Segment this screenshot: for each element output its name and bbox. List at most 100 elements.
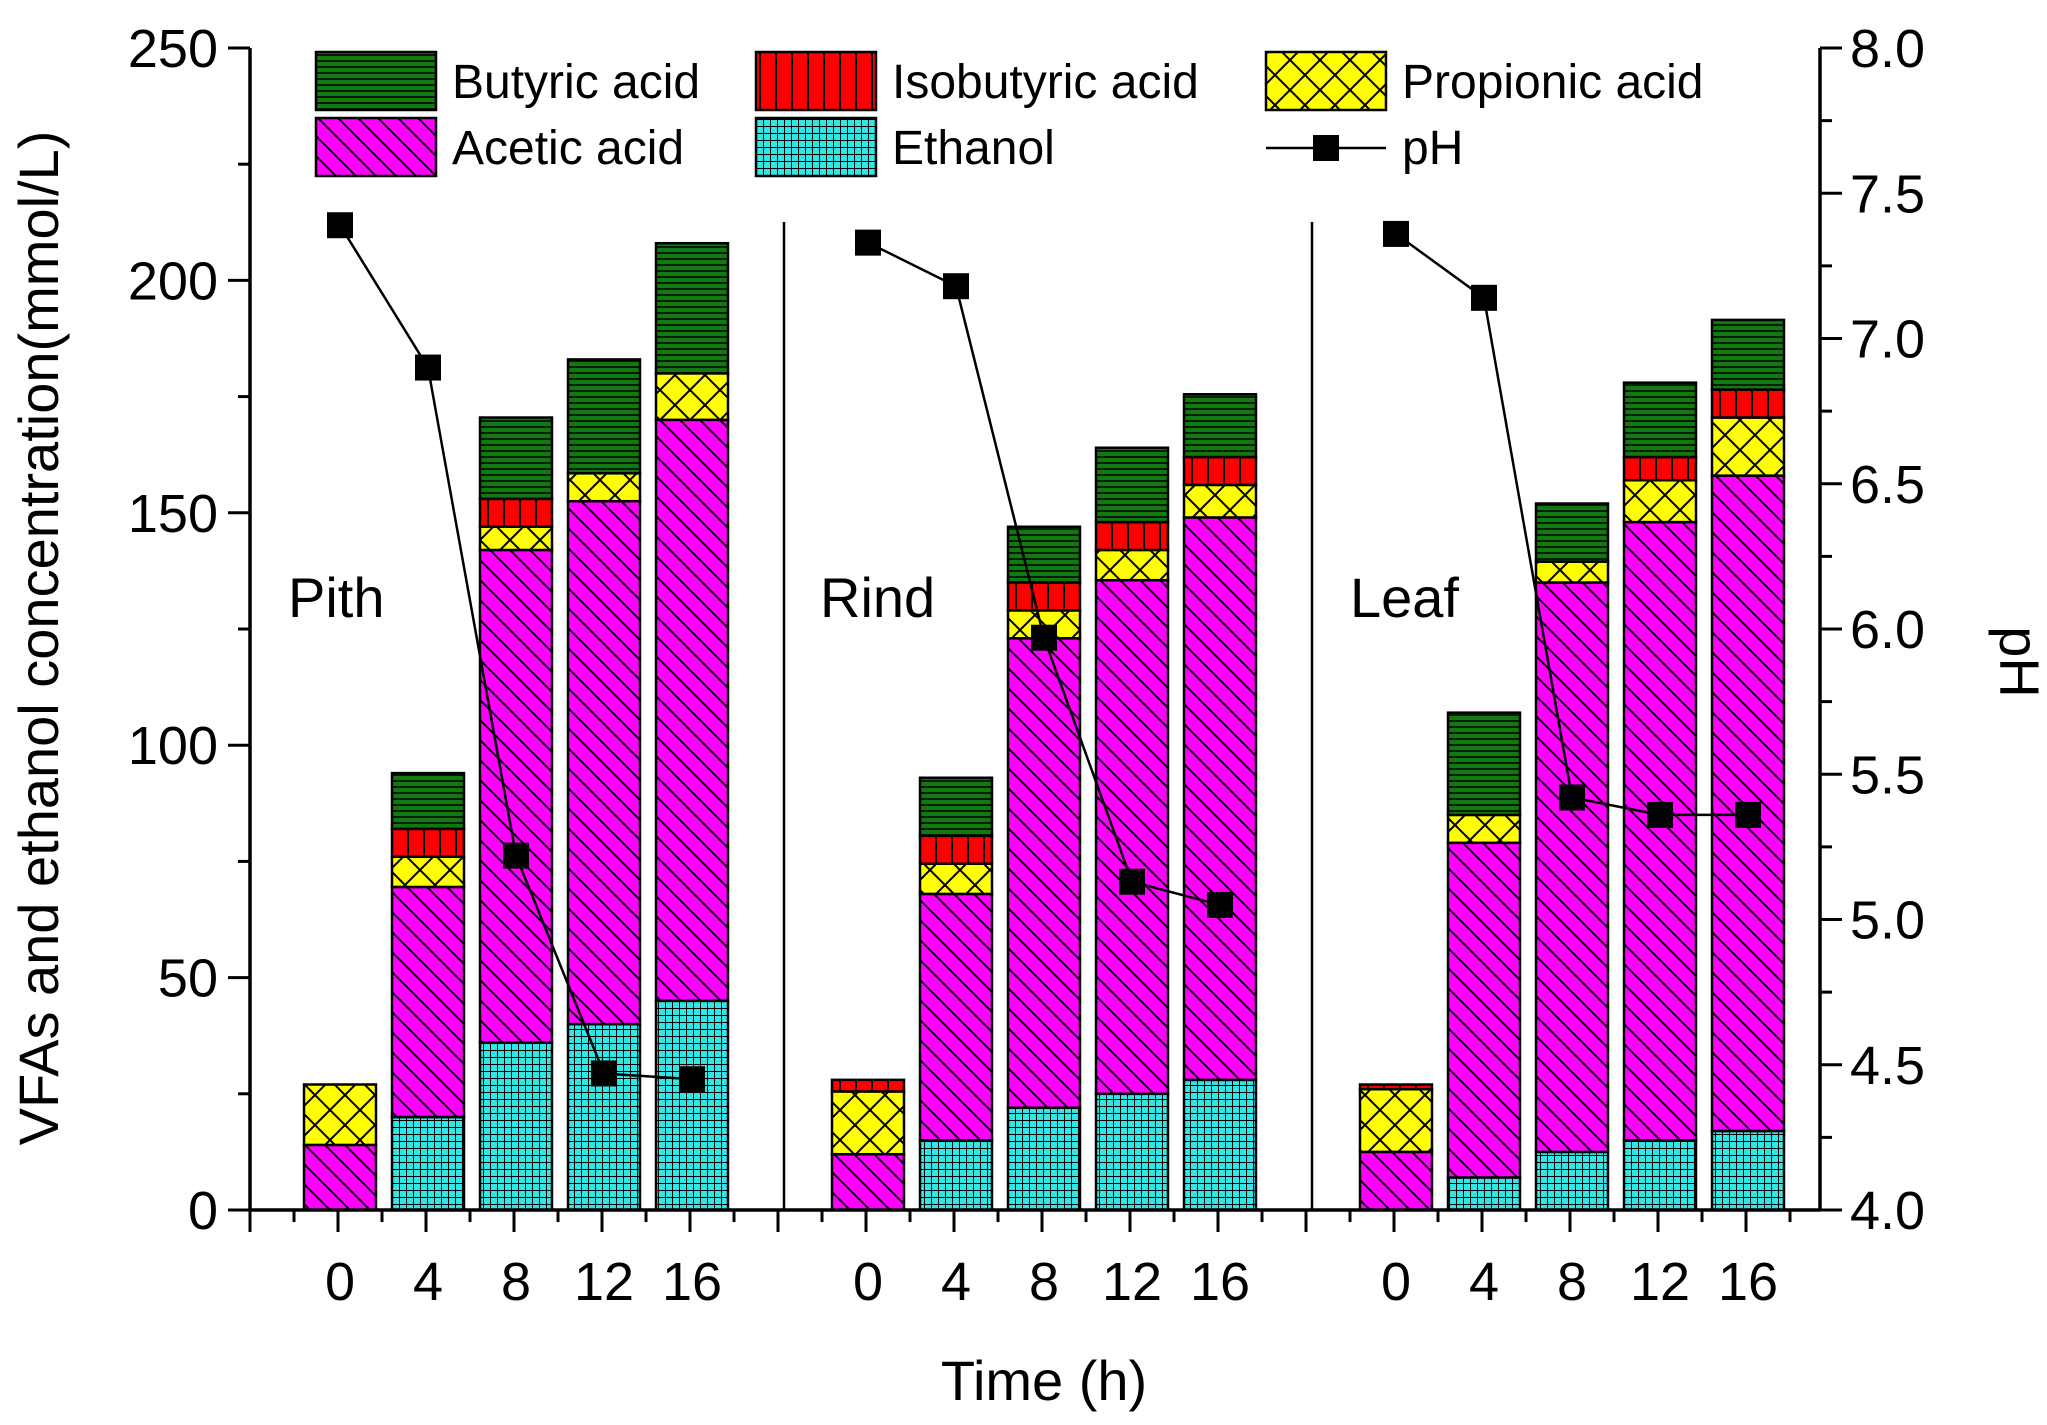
bar-leaf-16h-butyric-acid: [1710, 318, 1786, 391]
bar-rind-16h-ethanol: [1182, 1078, 1258, 1212]
x-tick-label-rind-4: 4: [941, 1252, 971, 1312]
x-tick-label-pith-4: 4: [413, 1252, 443, 1312]
bar-pith-16h-acetic-acid: [654, 418, 730, 1003]
y-tick-label-150: 150: [128, 484, 218, 544]
y-tick-label-200: 200: [128, 251, 218, 311]
x-tick-label-pith-16: 16: [662, 1252, 722, 1312]
legend: Butyric acid Isobutyric acid Propionic aci…: [314, 50, 1704, 178]
bar-pith-12h-butyric-acid: [566, 358, 642, 475]
bar-rind-4h-butyric-acid: [918, 776, 994, 838]
x-tick-label-leaf-12: 12: [1630, 1252, 1690, 1312]
bar-pith-12h-propionic-acid: [566, 472, 642, 503]
legend-swatch-ethanol: [754, 116, 878, 178]
bar-pith-8h-ethanol: [478, 1041, 554, 1212]
bar-pith-16h-propionic-acid: [654, 372, 730, 422]
x-tick-label-leaf-0: 0: [1381, 1252, 1411, 1312]
x-tick-label-pith-12: 12: [574, 1252, 634, 1312]
group-label-rind: Rind: [820, 566, 935, 629]
bar-leaf-0h-acetic-acid: [1358, 1150, 1434, 1212]
ph-point-leaf-12h: [1647, 801, 1673, 828]
legend-swatch-isobutyric-acid: [754, 50, 878, 112]
ph-series: [327, 212, 1761, 1093]
y2-tick-label-5.5: 5.5: [1850, 745, 1925, 805]
legend-swatch-propionic-acid: [1264, 50, 1388, 112]
legend-swatch-acetic-acid: [314, 116, 438, 178]
y2-tick-label-6.0: 6.0: [1850, 600, 1925, 660]
bar-rind-4h-isobutyric-acid: [918, 834, 994, 865]
bar-leaf-8h-propionic-acid: [1534, 560, 1610, 584]
legend-label-isobutyric-acid: Isobutyric acid: [892, 56, 1199, 109]
y2-tick-label-7.5: 7.5: [1850, 164, 1925, 224]
bar-leaf-16h-ethanol: [1710, 1129, 1786, 1212]
x-axis-title: Time (h): [941, 1349, 1147, 1412]
ph-point-pith-8h: [503, 842, 529, 869]
bar-leaf-4h-propionic-acid: [1446, 813, 1522, 845]
bar-leaf-12h-ethanol: [1622, 1139, 1698, 1212]
bars-layer: [302, 241, 1786, 1212]
ph-point-rind-12h: [1119, 868, 1145, 895]
bar-rind-8h-butyric-acid: [1006, 525, 1082, 584]
x-tick-label-rind-0: 0: [853, 1252, 883, 1312]
y2-tick-label-7.0: 7.0: [1850, 310, 1925, 370]
x-tick-label-pith-0: 0: [325, 1252, 355, 1312]
bar-pith-8h-butyric-acid: [478, 416, 554, 501]
bar-leaf-4h-butyric-acid: [1446, 711, 1522, 817]
ph-point-pith-16h: [679, 1066, 705, 1093]
bar-rind-12h-ethanol: [1094, 1092, 1170, 1212]
ph-point-rind-16h: [1207, 891, 1233, 918]
group-label-leaf: Leaf: [1350, 566, 1459, 629]
bar-pith-4h-ethanol: [390, 1115, 466, 1212]
bar-rind-4h-ethanol: [918, 1139, 994, 1212]
group-separators: [782, 222, 1314, 1210]
y2-tick-label-5.0: 5.0: [1850, 891, 1925, 951]
bar-pith-16h-ethanol: [654, 999, 730, 1212]
bar-leaf-12h-butyric-acid: [1622, 381, 1698, 459]
bar-pith-0h-propionic-acid: [302, 1083, 378, 1147]
y-tick-label-0: 0: [188, 1181, 218, 1241]
legend-label-ethanol: Ethanol: [892, 122, 1055, 175]
bar-pith-4h-propionic-acid: [390, 855, 466, 889]
legend-label-propionic-acid: Propionic acid: [1402, 56, 1704, 109]
ph-point-pith-4h: [415, 354, 441, 381]
bar-leaf-12h-acetic-acid: [1622, 520, 1698, 1142]
x-tick-label-leaf-16: 16: [1718, 1252, 1778, 1312]
bar-pith-8h-acetic-acid: [478, 548, 554, 1044]
bar-leaf-0h-isobutyric-acid: [1358, 1083, 1434, 1091]
bar-leaf-16h-isobutyric-acid: [1710, 388, 1786, 419]
bar-leaf-8h-butyric-acid: [1534, 502, 1610, 563]
ph-point-leaf-4h: [1471, 284, 1497, 311]
axes: 0 50 100 150 200 250 4.0 4.5 5.0 5.5 6.0 6.5 7.0 7.5 8…: [128, 19, 1925, 1312]
x-tick-label-rind-16: 16: [1190, 1252, 1250, 1312]
ph-point-leaf-0h: [1383, 220, 1409, 247]
bar-rind-12h-butyric-acid: [1094, 446, 1170, 524]
legend-label-ph: pH: [1402, 122, 1463, 175]
y2-tick-label-6.5: 6.5: [1850, 455, 1925, 515]
bar-leaf-4h-ethanol: [1446, 1176, 1522, 1212]
bar-rind-4h-acetic-acid: [918, 892, 994, 1142]
x-tick-label-leaf-4: 4: [1469, 1252, 1499, 1312]
bar-leaf-16h-propionic-acid: [1710, 416, 1786, 477]
legend-swatch-ph-marker: [1313, 135, 1339, 161]
bar-rind-8h-isobutyric-acid: [1006, 581, 1082, 612]
bar-pith-16h-butyric-acid: [654, 241, 730, 375]
bar-leaf-4h-acetic-acid: [1446, 841, 1522, 1179]
bar-rind-12h-acetic-acid: [1094, 578, 1170, 1096]
y2-tick-label-4.0: 4.0: [1850, 1181, 1925, 1241]
bar-rind-12h-isobutyric-acid: [1094, 520, 1170, 552]
legend-label-butyric-acid: Butyric acid: [452, 56, 700, 109]
bar-pith-4h-acetic-acid: [390, 885, 466, 1119]
bar-pith-8h-isobutyric-acid: [478, 497, 554, 528]
ph-point-leaf-16h: [1735, 801, 1761, 828]
group-label-pith: Pith: [288, 566, 385, 629]
legend-swatch-butyric-acid: [314, 50, 438, 112]
y-tick-label-250: 250: [128, 19, 218, 79]
ph-point-pith-0h: [327, 212, 353, 239]
bar-rind-4h-propionic-acid: [918, 862, 994, 896]
bar-rind-12h-propionic-acid: [1094, 548, 1170, 582]
x-tick-label-rind-8: 8: [1029, 1252, 1059, 1312]
bar-rind-16h-propionic-acid: [1182, 483, 1258, 519]
y2-axis-title: pH: [1988, 626, 2047, 698]
bar-rind-0h-isobutyric-acid: [830, 1078, 906, 1093]
bar-leaf-12h-isobutyric-acid: [1622, 455, 1698, 482]
